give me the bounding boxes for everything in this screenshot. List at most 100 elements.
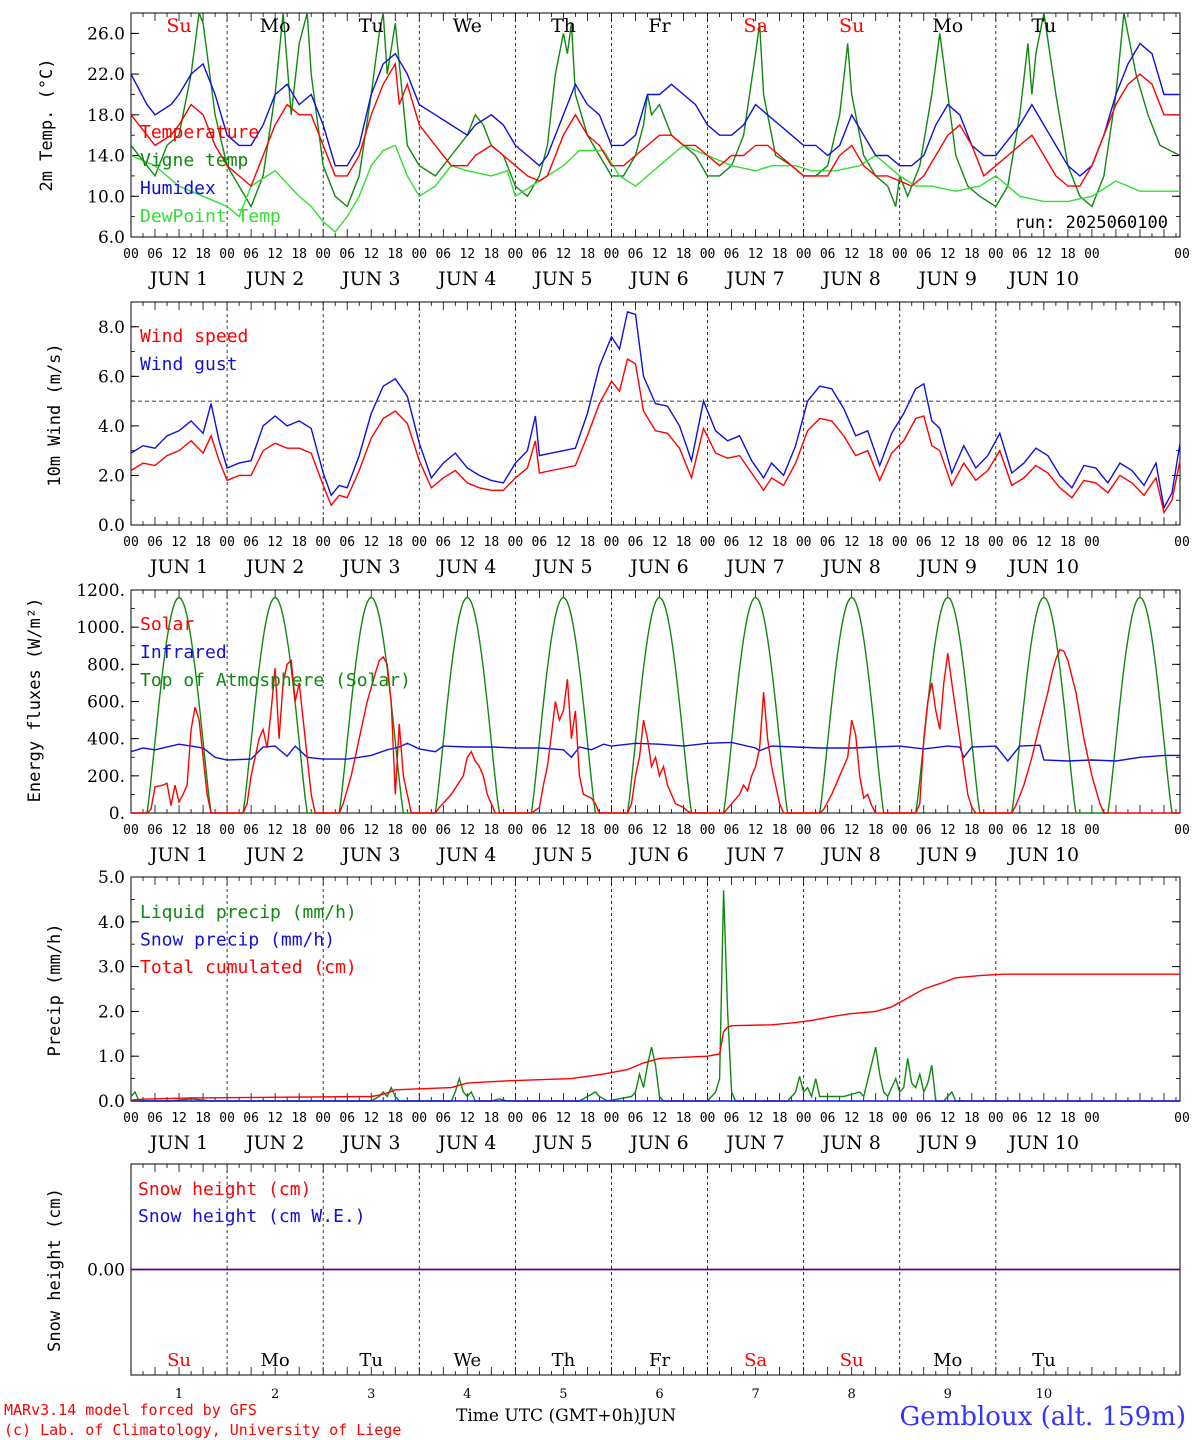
hour-label: 06 (532, 247, 548, 262)
hour-label: 00 (988, 247, 1004, 262)
date-label: JUN 4 (436, 844, 496, 866)
hour-label: 12 (844, 247, 860, 262)
hour-label: 00 (700, 1111, 716, 1126)
weekday-label: Su (167, 1350, 191, 1371)
weekday-label: Su (839, 15, 864, 37)
series-line-wind-speed (130, 357, 1181, 515)
hour-label: 12 (652, 535, 668, 550)
hour-label: 00 (1174, 823, 1190, 838)
date-label: JUN 2 (244, 268, 304, 290)
date-label: JUN 9 (917, 1132, 977, 1154)
legend-entry: Vigne temp (140, 150, 248, 171)
hour-label: 00 (411, 535, 427, 550)
date-label: JUN 9 (917, 844, 977, 866)
hour-label: 18 (580, 535, 596, 550)
hour-label: 06 (339, 535, 355, 550)
footer-model-credit: MARv3.14 model forced by GFS (4, 1401, 257, 1419)
hour-label: 00 (123, 247, 139, 262)
y-tick-label: 200. (87, 767, 125, 787)
y-tick-label: 5.0 (98, 868, 125, 888)
date-label: JUN 9 (917, 556, 977, 578)
hour-label: 00 (796, 247, 812, 262)
hour-label: 12 (267, 1111, 283, 1126)
hour-label: 18 (387, 1111, 403, 1126)
hour-label: 06 (724, 1111, 740, 1126)
date-label: JUN 8 (820, 268, 880, 290)
hour-label: 06 (628, 1111, 644, 1126)
station-label: Gembloux (alt. 159m) (899, 1402, 1186, 1432)
day-number-label: 4 (463, 1387, 471, 1402)
legend-entry: Wind speed (140, 326, 248, 347)
y-tick-label: 2.0 (98, 1002, 125, 1022)
date-label: JUN 4 (436, 556, 496, 578)
hour-label: 18 (195, 823, 211, 838)
hour-label: 18 (484, 247, 500, 262)
hour-label: 00 (604, 823, 620, 838)
y-tick-label: 3.0 (98, 958, 125, 978)
hour-label: 18 (964, 535, 980, 550)
hour-label: 00 (796, 823, 812, 838)
hour-label: 12 (267, 823, 283, 838)
date-label: JUN 7 (724, 844, 784, 866)
hour-label: 12 (844, 535, 860, 550)
hour-label: 00 (892, 535, 908, 550)
hour-label: 00 (315, 247, 331, 262)
day-number-label: 2 (271, 1387, 279, 1402)
hour-label: 00 (508, 823, 524, 838)
date-label: JUN 9 (917, 268, 977, 290)
y-axis-label: 10m Wind (m/s) (45, 343, 65, 486)
hour-label: 12 (267, 535, 283, 550)
hour-label: 18 (964, 247, 980, 262)
legend-entry: Top of Atmosphere (Solar) (140, 670, 411, 691)
y-tick-label: 8.0 (98, 318, 125, 338)
legend-entry: Liquid precip (mm/h) (140, 902, 357, 923)
hour-label: 18 (964, 1111, 980, 1126)
hour-label: 12 (940, 1111, 956, 1126)
hour-label: 12 (940, 247, 956, 262)
legend-entry: Temperature (140, 122, 259, 143)
hour-label: 18 (676, 535, 692, 550)
date-label: JUN 6 (628, 844, 688, 866)
day-number-label: 1 (175, 1387, 183, 1402)
hour-label: 00 (219, 823, 235, 838)
y-tick-label: 26.0 (87, 24, 125, 44)
hour-label: 12 (652, 1111, 668, 1126)
hour-label: 06 (243, 535, 259, 550)
date-label: JUN 1 (148, 1132, 208, 1154)
hour-label: 18 (1060, 535, 1076, 550)
series-line-total-cumulated-cm- (130, 973, 1180, 1101)
date-label: JUN 8 (820, 1132, 880, 1154)
hour-label: 06 (820, 1111, 836, 1126)
hour-label: 12 (363, 823, 379, 838)
hour-label: 18 (580, 1111, 596, 1126)
legend-entry: Infrared (140, 642, 227, 663)
hour-label: 18 (291, 1111, 307, 1126)
date-label: JUN 5 (532, 1132, 592, 1154)
hour-label: 06 (243, 1111, 259, 1126)
date-label: JUN 6 (628, 556, 688, 578)
hour-label: 12 (556, 535, 572, 550)
hour-label: 00 (123, 823, 139, 838)
hour-label: 00 (988, 535, 1004, 550)
time-label: Time UTC (GMT+0h) (456, 1406, 641, 1426)
hour-label: 00 (411, 247, 427, 262)
hour-label: 00 (892, 1111, 908, 1126)
hour-label: 06 (724, 823, 740, 838)
hour-label: 00 (700, 535, 716, 550)
date-label: JUN 3 (340, 268, 400, 290)
y-tick-label: 0.0 (98, 1092, 125, 1112)
hour-label: 06 (916, 247, 932, 262)
day-number-label: 10 (1036, 1387, 1053, 1402)
hour-label: 00 (315, 1111, 331, 1126)
hour-label: 00 (700, 247, 716, 262)
hour-label: 12 (652, 247, 668, 262)
weekday-label: Su (166, 15, 191, 37)
hour-label: 12 (363, 535, 379, 550)
hour-label: 12 (748, 247, 764, 262)
hour-label: 18 (291, 535, 307, 550)
hour-label: 18 (772, 247, 788, 262)
hour-label: 18 (484, 535, 500, 550)
day-number-label: 9 (944, 1387, 952, 1402)
legend-entry: Humidex (140, 178, 216, 199)
